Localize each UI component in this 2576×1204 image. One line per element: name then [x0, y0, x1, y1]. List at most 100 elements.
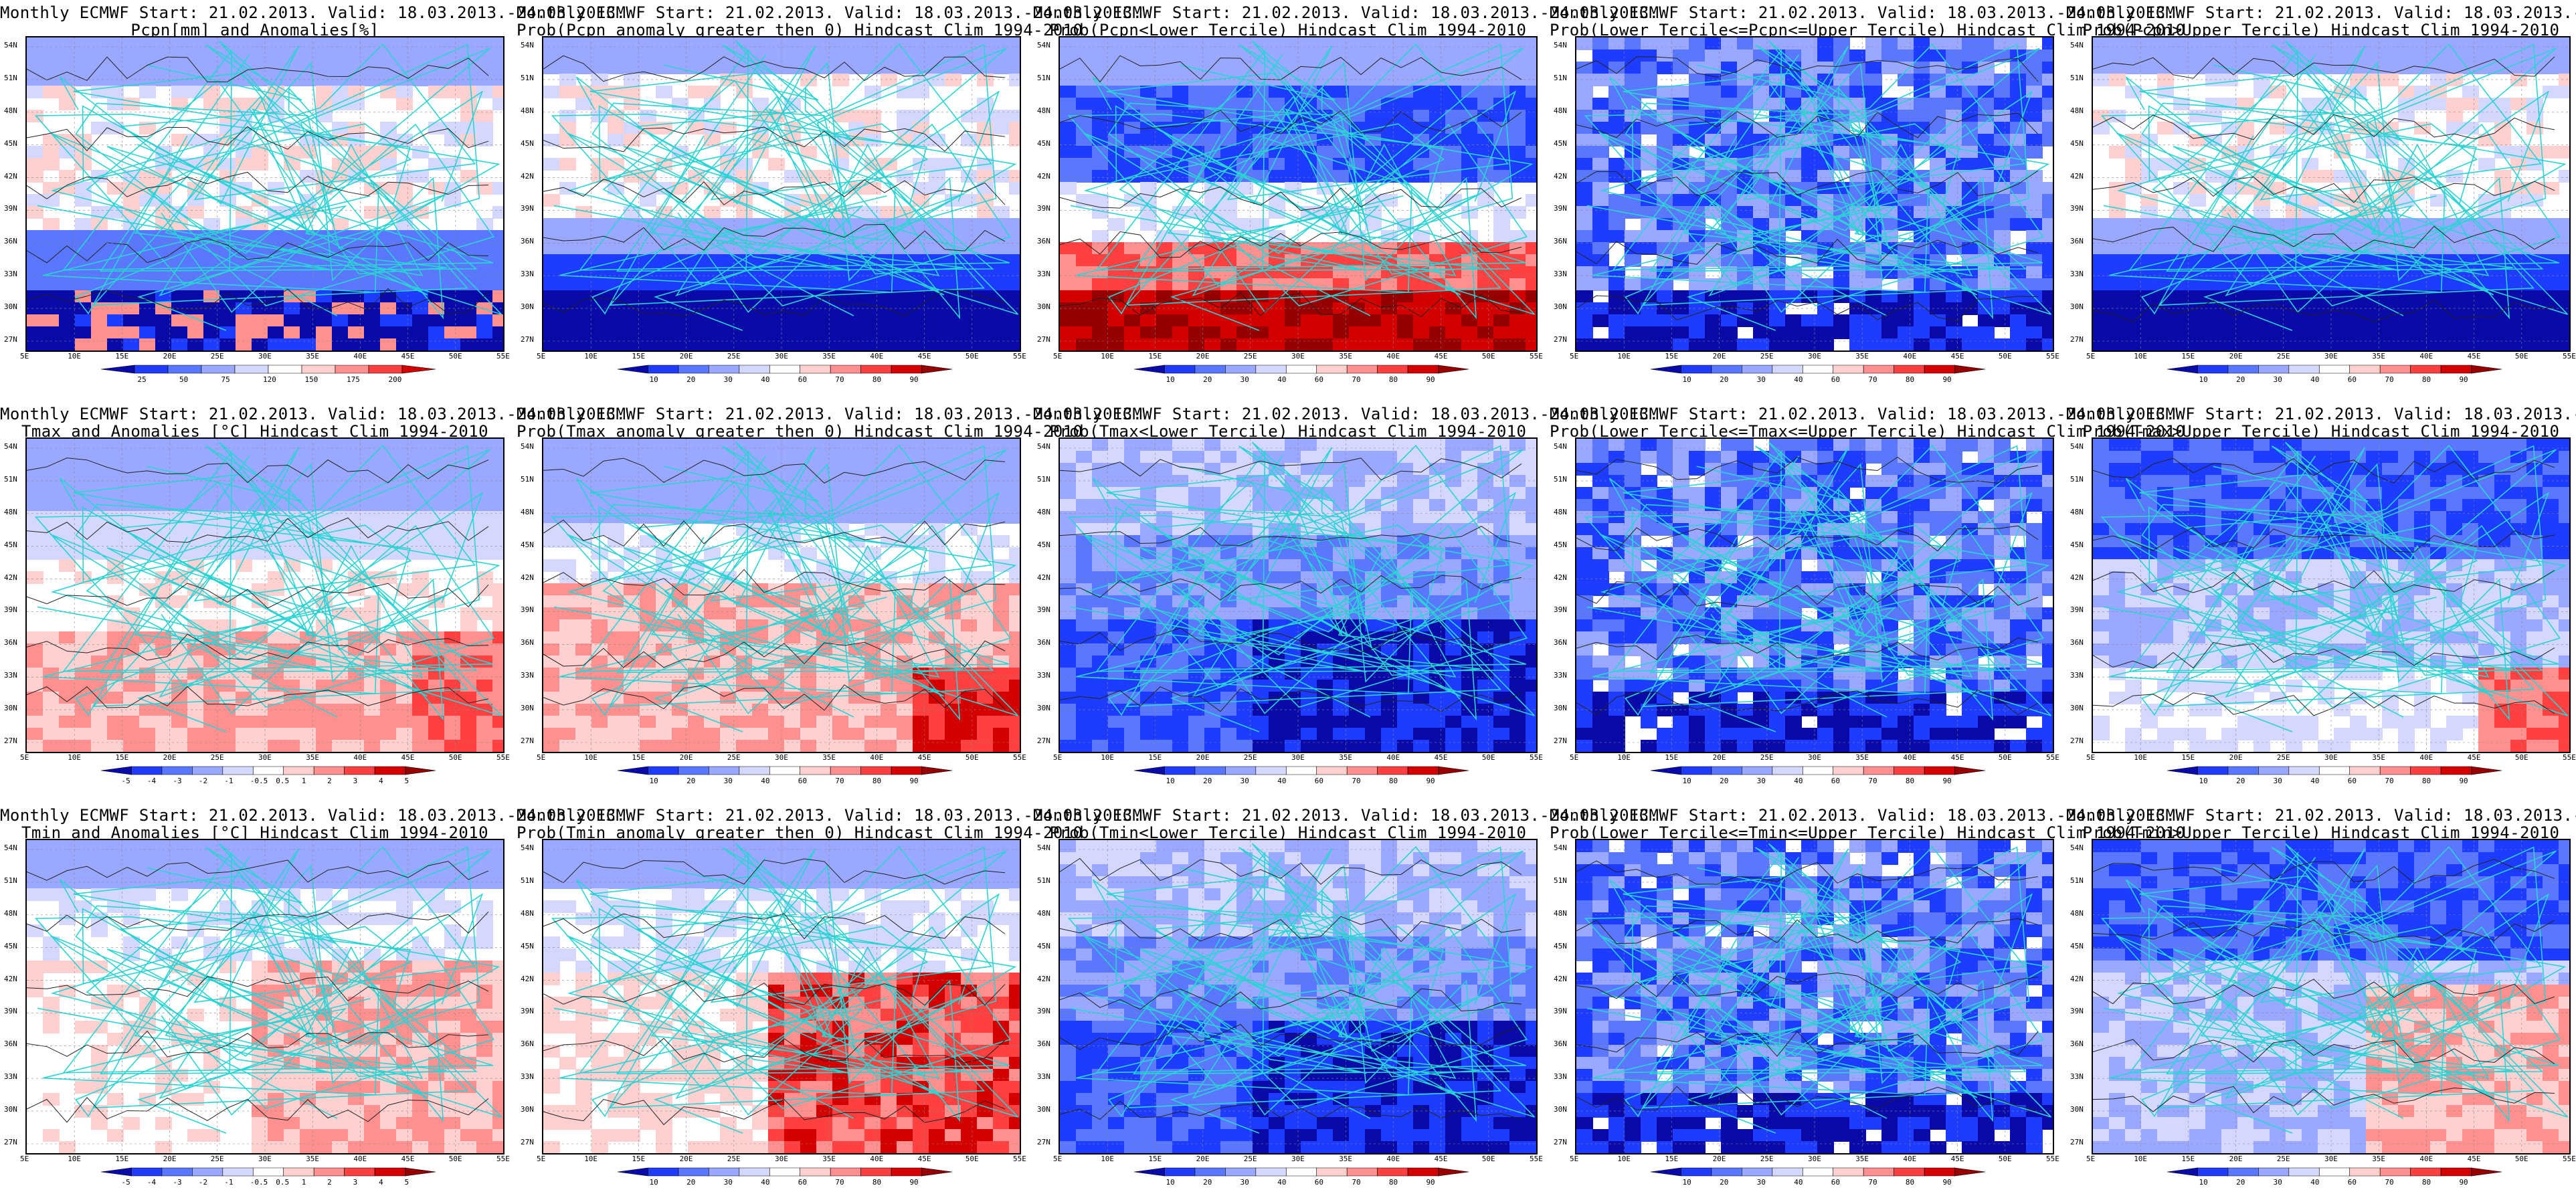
- lat-tick-label: 27N: [1037, 335, 1050, 344]
- map-panel: Monthly ECMWF Start: 21.02.2013. Valid: …: [2066, 401, 2576, 801]
- lat-tick-label: 42N: [521, 171, 534, 181]
- colorbar-swatch: [2410, 1167, 2442, 1177]
- colorbar-swatch: [1711, 365, 1742, 374]
- colorbar-swatch: [1407, 1167, 1439, 1177]
- colorbar-label: 30: [2273, 777, 2282, 785]
- colorbar-swatch: [1438, 766, 1469, 775]
- lon-tick-label: 40E: [353, 753, 367, 762]
- lon-tick-label: 35E: [822, 753, 836, 762]
- colorbar-swatch: [1133, 766, 1165, 775]
- lon-tick-label: 15E: [1665, 352, 1679, 361]
- lat-tick-label: 33N: [521, 1072, 534, 1082]
- colorbar-label: 10: [649, 1178, 658, 1187]
- colorbar-swatch: [709, 766, 740, 775]
- colorbar-container: [1127, 765, 1475, 779]
- colorbar-label: 40: [1794, 777, 1803, 785]
- colorbar-label: 5: [404, 1178, 409, 1187]
- panel-title-line1: Monthly ECMWF Start: 21.02.2013. Valid: …: [2066, 405, 2576, 423]
- lat-tick-label: 45N: [1554, 941, 1567, 950]
- colorbar-label: -1: [224, 1178, 234, 1187]
- colorbar-swatch: [891, 365, 922, 374]
- lat-tick-label: 48N: [2070, 507, 2084, 516]
- colorbar-label: 1: [301, 777, 306, 785]
- lat-tick-label: 54N: [1037, 843, 1050, 852]
- lon-tick-label: 55E: [496, 1155, 510, 1163]
- lat-tick-label: 51N: [1037, 876, 1050, 885]
- lat-tick-label: 51N: [4, 474, 17, 484]
- lon-tick-label: 10E: [584, 1155, 598, 1163]
- panel-title-line2: Pcpn[mm] and Anomalies[%]: [130, 21, 379, 39]
- lon-tick-label: 50E: [1998, 1155, 2012, 1163]
- colorbar-label: -1: [224, 777, 234, 785]
- colorbar-swatch: [2379, 1167, 2411, 1177]
- colorbar-label: -4: [147, 1178, 157, 1187]
- lat-tick-label: 54N: [4, 843, 17, 852]
- colorbar-label: 10: [1166, 777, 1175, 785]
- lat-tick-label: 30N: [2070, 1105, 2084, 1114]
- colorbar-swatch: [335, 365, 369, 374]
- lon-tick-label: 20E: [163, 352, 177, 361]
- colorbar-swatch: [1285, 365, 1317, 374]
- colorbar-swatch: [1681, 365, 1712, 374]
- colorbar-container: [2160, 1167, 2508, 1180]
- colorbar-label: 60: [2347, 1178, 2357, 1187]
- colorbar-swatch: [830, 365, 861, 374]
- lon-tick-label: 45E: [1434, 352, 1448, 361]
- colorbar-swatch: [2167, 1167, 2198, 1177]
- colorbar-swatch: [2471, 1167, 2502, 1177]
- lat-tick-label: 45N: [521, 138, 534, 148]
- lon-tick-label: 45E: [401, 753, 415, 762]
- map-field: [1060, 37, 1536, 350]
- map-field: [27, 37, 503, 350]
- colorbar-swatch: [2471, 365, 2502, 374]
- lat-tick-label: 33N: [521, 671, 534, 680]
- colorbar-swatch: [1772, 766, 1803, 775]
- colorbar-label: 20: [686, 1178, 696, 1187]
- colorbar-swatch: [1894, 766, 1925, 775]
- lat-tick-label: 48N: [1554, 507, 1567, 516]
- colorbar-label: 70: [1352, 375, 1361, 384]
- lat-tick-label: 42N: [1037, 573, 1050, 582]
- lon-tick-label: 10E: [584, 352, 598, 361]
- lat-tick-label: 51N: [4, 73, 17, 82]
- lon-tick-label: 15E: [115, 753, 129, 762]
- lon-tick-label: 15E: [632, 1155, 646, 1163]
- colorbar-swatch: [2410, 365, 2442, 374]
- colorbar-swatch: [1194, 766, 1226, 775]
- lon-tick-label: 15E: [115, 352, 129, 361]
- lon-tick-label: 25E: [727, 753, 741, 762]
- colorbar-container: [611, 364, 959, 377]
- lat-tick-label: 30N: [1037, 1105, 1050, 1114]
- colorbar-swatch: [891, 1167, 922, 1177]
- panel-title-line1: Monthly ECMWF Start: 21.02.2013. Valid: …: [1033, 3, 1659, 22]
- map-panel: Monthly ECMWF Start: 21.02.2013. Valid: …: [1550, 401, 2185, 801]
- colorbar-swatch: [405, 766, 436, 775]
- lat-tick-label: 39N: [2070, 1007, 2084, 1016]
- colorbar: [100, 365, 436, 374]
- lat-tick-label: 51N: [4, 876, 17, 885]
- lon-tick-label: 55E: [2046, 352, 2059, 361]
- colorbar-label: 40: [1277, 777, 1287, 785]
- colorbar-label: 200: [388, 375, 402, 384]
- colorbar-label: 70: [835, 777, 844, 785]
- lat-tick-label: 48N: [521, 106, 534, 115]
- colorbar-label: 30: [2273, 375, 2282, 384]
- colorbar-swatch: [921, 1167, 953, 1177]
- lat-tick-label: 39N: [4, 204, 17, 213]
- map-plot: [25, 36, 504, 352]
- lat-tick-label: 45N: [4, 540, 17, 549]
- colorbar-label: 70: [1868, 1178, 1877, 1187]
- lon-tick-label: 25E: [1243, 1155, 1257, 1163]
- colorbar-swatch: [1346, 1167, 1378, 1177]
- lat-tick-label: 42N: [1554, 974, 1567, 983]
- colorbar-swatch: [617, 365, 648, 374]
- colorbar-swatch: [1742, 1167, 1773, 1177]
- lat-tick-label: 27N: [521, 736, 534, 745]
- lat-tick-label: 42N: [2070, 171, 2084, 181]
- lon-tick-label: 25E: [2276, 753, 2290, 762]
- lat-tick-label: 36N: [1037, 638, 1050, 647]
- lon-tick-label: 45E: [917, 1155, 931, 1163]
- lat-tick-label: 30N: [1554, 704, 1567, 713]
- map-panel: Monthly ECMWF Start: 21.02.2013. Valid: …: [0, 401, 626, 801]
- lon-tick-label: 20E: [2229, 753, 2243, 762]
